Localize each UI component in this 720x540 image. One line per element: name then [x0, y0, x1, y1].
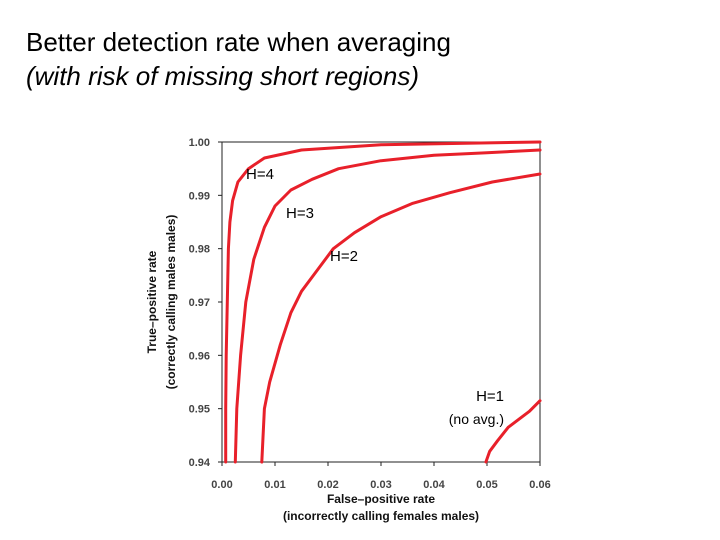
x-tick-label: 0.01	[264, 479, 285, 491]
y-tick-label: 0.98	[189, 244, 210, 256]
x-axis-title: False–positive rate	[327, 492, 435, 506]
x-axis-subtitle: (incorrectly calling females males)	[283, 509, 479, 523]
series-layer	[224, 140, 542, 464]
curve-note-h1: (no avg.)	[449, 411, 504, 427]
y-axis-subtitle: (correctly calling males males)	[164, 215, 178, 390]
series-line-h2	[260, 172, 542, 464]
curve-label-h2: H=2	[330, 248, 358, 265]
y-axis-title: True–positive rate	[145, 250, 159, 353]
y-ticks: 0.94 0.95 0.96 0.97 0.98 0.99 1.00	[189, 137, 222, 469]
y-tick-label: 0.95	[189, 404, 210, 416]
y-tick-label: 0.99	[189, 190, 210, 202]
x-ticks: 0.00 0.01 0.02 0.03 0.04 0.05 0.06	[211, 462, 551, 491]
y-tick-label: 0.94	[189, 457, 211, 469]
slide-title: Better detection rate when averaging	[26, 27, 451, 57]
x-tick-label: 0.00	[211, 479, 232, 491]
x-tick-label: 0.04	[423, 479, 445, 491]
x-tick-label: 0.03	[370, 479, 391, 491]
y-tick-label: 0.97	[189, 297, 210, 309]
series-line-h4	[224, 140, 542, 464]
y-tick-label: 0.96	[189, 350, 210, 362]
x-tick-label: 0.06	[529, 479, 550, 491]
curve-label-h1: H=1	[476, 388, 504, 405]
series-line-h1	[484, 399, 542, 464]
slide-subtitle: (with risk of missing short regions)	[26, 61, 419, 91]
curve-label-h4: H=4	[246, 166, 274, 183]
series-line-h3	[233, 148, 542, 464]
x-tick-label: 0.05	[476, 479, 497, 491]
curve-label-h3: H=3	[286, 205, 314, 222]
x-tick-label: 0.02	[317, 479, 338, 491]
y-tick-label: 1.00	[189, 137, 210, 149]
